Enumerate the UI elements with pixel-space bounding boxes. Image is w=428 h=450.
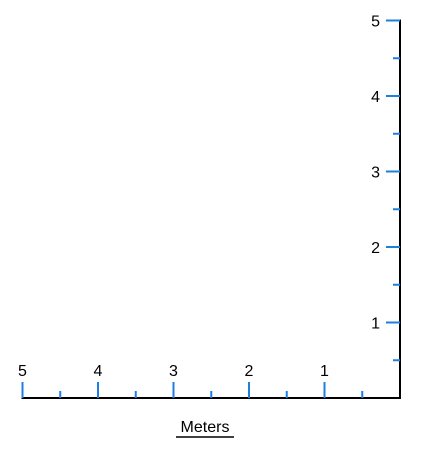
- y-tick-label: 5: [371, 14, 380, 31]
- y-tick-label: 4: [371, 89, 380, 106]
- unit-label: Meters: [181, 419, 230, 436]
- x-tick-label: 3: [169, 363, 178, 380]
- ticks-layer: [21, 19, 400, 398]
- labels-layer: 5 4 3 2 1 1 2 3 4 5: [18, 14, 380, 381]
- x-tick-label: 2: [245, 363, 254, 380]
- y-tick-label: 2: [371, 240, 380, 257]
- x-tick-label: 1: [320, 363, 329, 380]
- axes-layer: [21, 19, 401, 399]
- x-tick-label: 4: [94, 363, 103, 380]
- y-tick-label: 1: [371, 316, 380, 333]
- x-tick-label: 5: [18, 363, 27, 380]
- y-tick-label: 3: [371, 165, 380, 182]
